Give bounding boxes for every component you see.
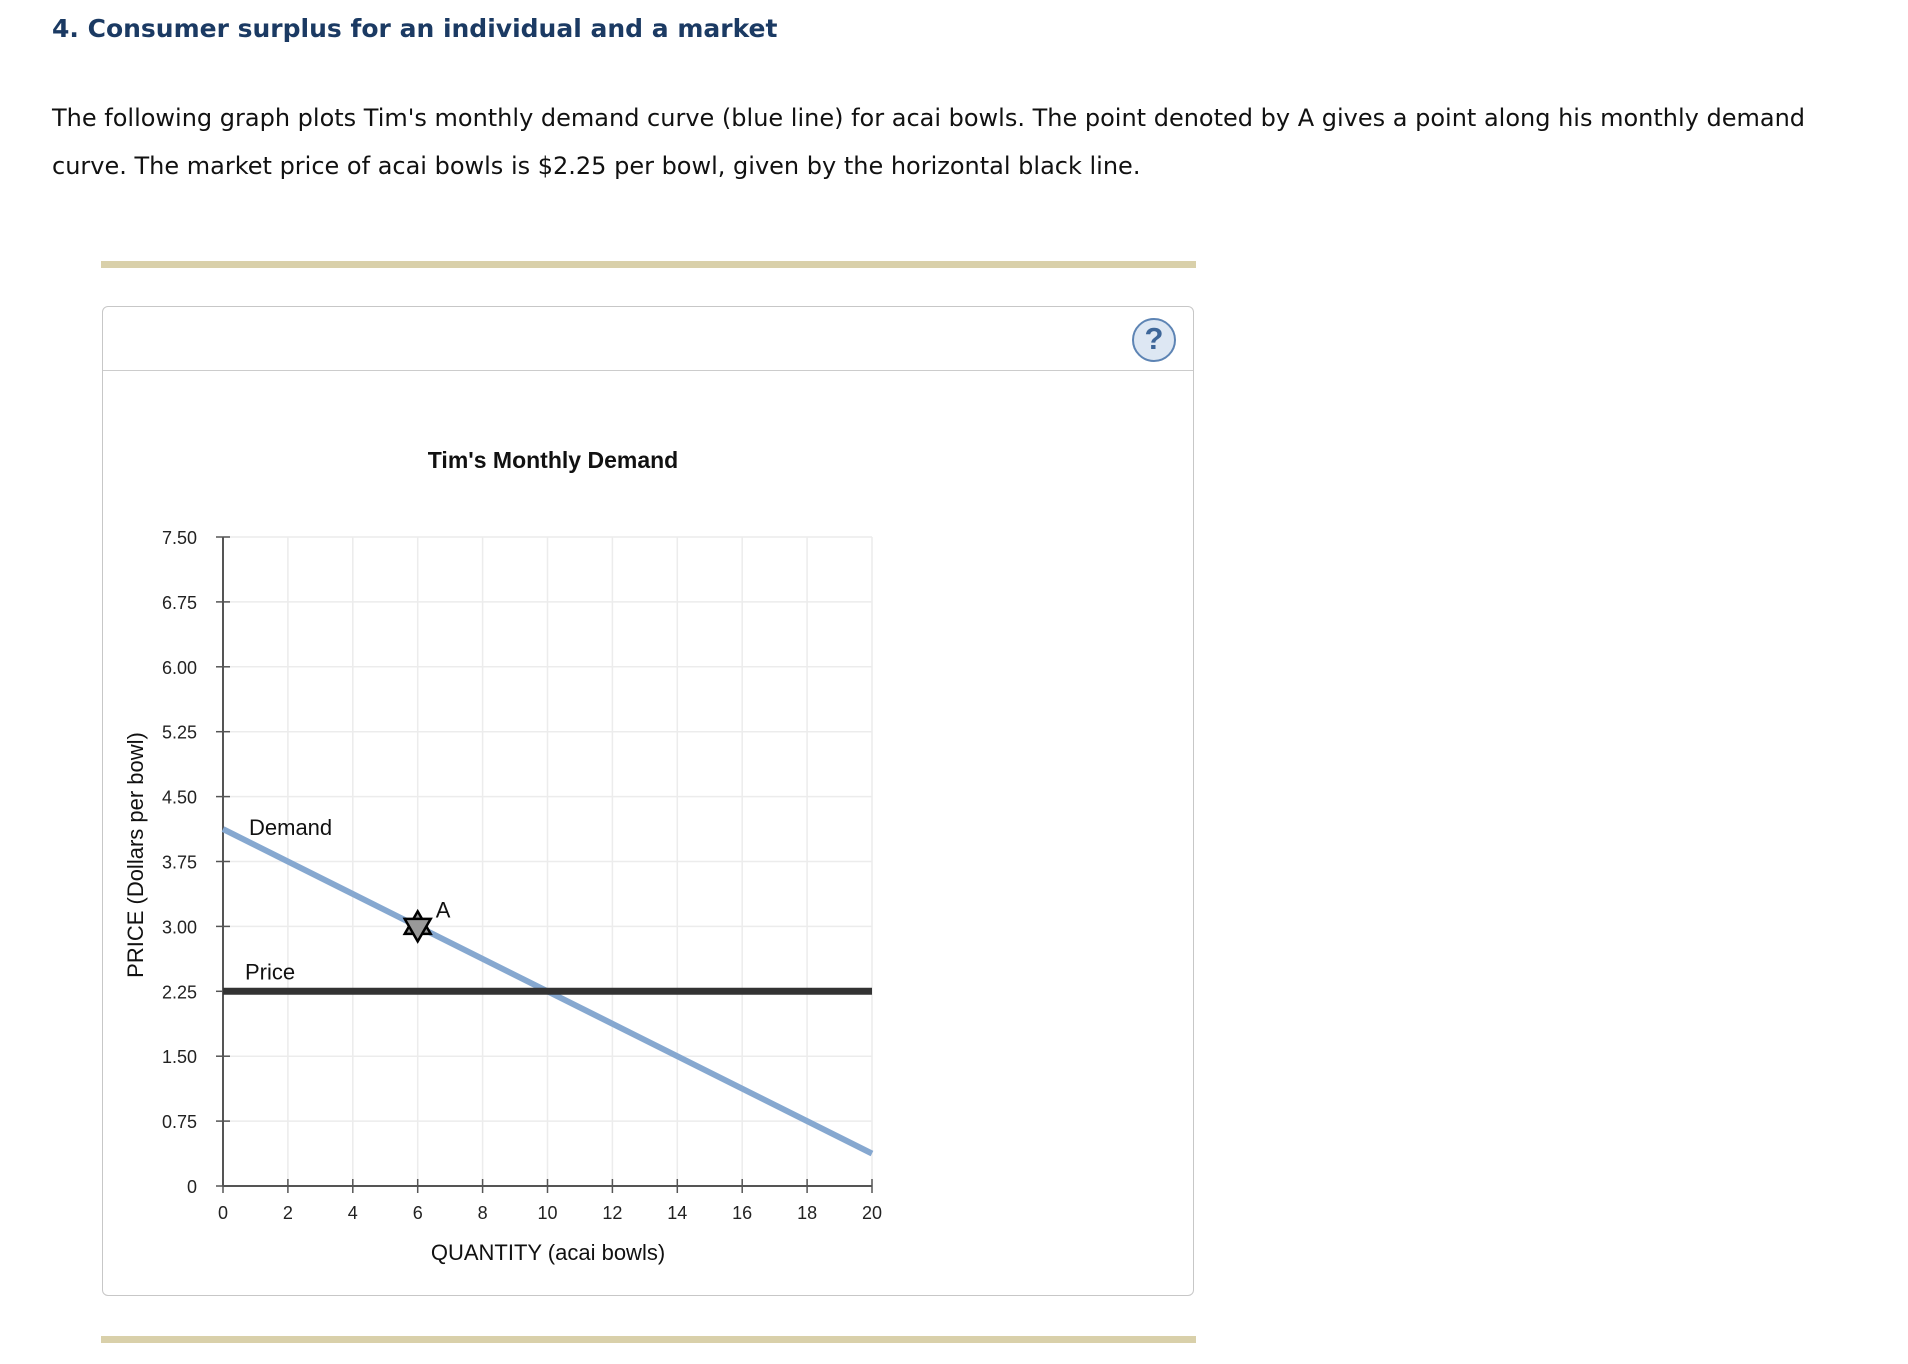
question-intro-text: The following graph plots Tim's monthly … bbox=[52, 104, 1806, 180]
x-tick-label: 8 bbox=[478, 1203, 488, 1223]
x-tick-label: 2 bbox=[283, 1203, 293, 1223]
x-tick-label: 4 bbox=[348, 1203, 358, 1223]
x-tick-label: 20 bbox=[862, 1203, 882, 1223]
point-a-star-down bbox=[402, 917, 433, 944]
x-tick-label: 14 bbox=[667, 1203, 687, 1223]
graph-panel: ? bbox=[102, 306, 1194, 1296]
y-axis-label: PRICE (Dollars per bowl) bbox=[123, 732, 148, 978]
question-heading: 4. Consumer surplus for an individual an… bbox=[52, 14, 778, 43]
help-button[interactable]: ? bbox=[1132, 318, 1176, 362]
y-tick-label: 2.25 bbox=[162, 982, 197, 1002]
chart-grid bbox=[223, 536, 873, 1186]
y-tick-label: 3.75 bbox=[162, 853, 197, 873]
y-tick-label: 0 bbox=[187, 1177, 197, 1197]
price-line-label: Price bbox=[245, 959, 295, 984]
y-tick-label: 1.50 bbox=[162, 1047, 197, 1067]
demand-curve-label: Demand bbox=[249, 815, 332, 840]
graph-panel-header: ? bbox=[103, 307, 1193, 371]
x-axis-label: QUANTITY (acai bowls) bbox=[431, 1240, 665, 1265]
x-tick-label: 12 bbox=[602, 1203, 622, 1223]
x-tick-label: 18 bbox=[797, 1203, 817, 1223]
chart-markers: A bbox=[402, 897, 451, 944]
x-tick-label: 6 bbox=[413, 1203, 423, 1223]
bottom-divider bbox=[101, 1336, 1196, 1343]
point-a-label: A bbox=[436, 897, 451, 922]
top-divider bbox=[101, 261, 1196, 268]
y-tick-label: 7.50 bbox=[162, 528, 197, 548]
chart-title: Tim's Monthly Demand bbox=[428, 447, 678, 473]
x-tick-label: 10 bbox=[537, 1203, 557, 1223]
y-tick-label: 4.50 bbox=[162, 788, 197, 808]
chart-series: Demand Price bbox=[221, 815, 874, 1157]
point-a-marker bbox=[402, 908, 433, 944]
y-tick-label: 3.00 bbox=[162, 917, 197, 937]
y-tick-label: 6.75 bbox=[162, 593, 197, 613]
x-tick-label: 16 bbox=[732, 1203, 752, 1223]
y-tick-label: 5.25 bbox=[162, 723, 197, 743]
chart-axes: 0 0.75 1.50 2.25 3.00 3.75 4.50 5.25 6.00 6.75 7.5… bbox=[162, 528, 882, 1223]
x-tick-label: 0 bbox=[218, 1203, 228, 1223]
y-tick-label: 0.75 bbox=[162, 1112, 197, 1132]
y-tick-label: 6.00 bbox=[162, 658, 197, 678]
